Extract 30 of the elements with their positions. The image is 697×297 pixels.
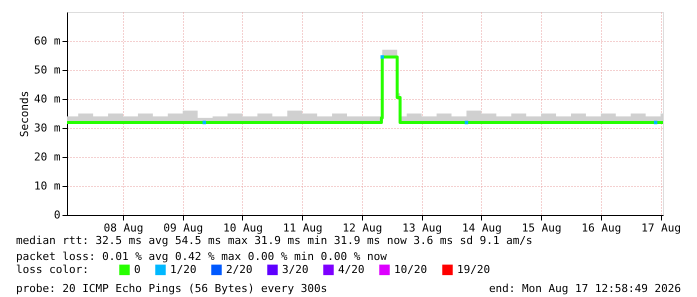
x-tick-label: 13 Aug	[402, 222, 442, 234]
text: end: Mon Aug 17 12:58:49 2026	[488, 282, 681, 295]
y-tick-label: 50 m	[34, 64, 61, 76]
y-tick-label: 0	[54, 208, 60, 222]
legend-label: 0	[134, 262, 141, 276]
y-axis-title: Seconds	[18, 90, 32, 138]
x-tick-label: 11 Aug	[282, 222, 323, 234]
y-tick-label: 30 m	[34, 122, 61, 134]
text: packet loss: 0.01 % avg 0.42 % max 0.00 % min 0.00 % now	[16, 250, 388, 263]
y-tick-label: 10 m	[34, 180, 61, 192]
text: probe: 20 ICMP Echo Pings (56 Bytes) every 300s	[16, 282, 328, 295]
x-tick-label: 08 Aug	[104, 222, 144, 234]
x-tick-label: 12 Aug	[342, 222, 382, 234]
legend-label: 19/20	[457, 262, 490, 276]
text: median rtt: 32.5 ms avg 54.5 ms max 31.9 ms min 31.9 ms now 3.6 ms sd 9.1 am/s	[16, 234, 533, 247]
legend-label: 10/20	[394, 262, 428, 276]
x-tick-label: 16 Aug	[581, 222, 622, 234]
y-tick-label: 20 m	[34, 150, 61, 164]
y-tick-label: 60 m	[34, 34, 61, 48]
y-tick-label: 40 m	[34, 92, 61, 106]
legend-label: 2/20	[226, 262, 252, 276]
x-tick-label: 17 Aug	[641, 222, 681, 234]
x-tick-label: 15 Aug	[522, 222, 562, 234]
x-tick-label: 09 Aug	[163, 222, 204, 234]
legend-label: 1/20	[170, 262, 196, 276]
x-tick-label: 14 Aug	[462, 222, 502, 234]
x-tick-label: 10 Aug	[223, 222, 263, 234]
legend-label: 4/20	[338, 262, 364, 276]
legend-title: loss color:	[16, 263, 89, 276]
legend-label: 3/20	[282, 262, 308, 276]
